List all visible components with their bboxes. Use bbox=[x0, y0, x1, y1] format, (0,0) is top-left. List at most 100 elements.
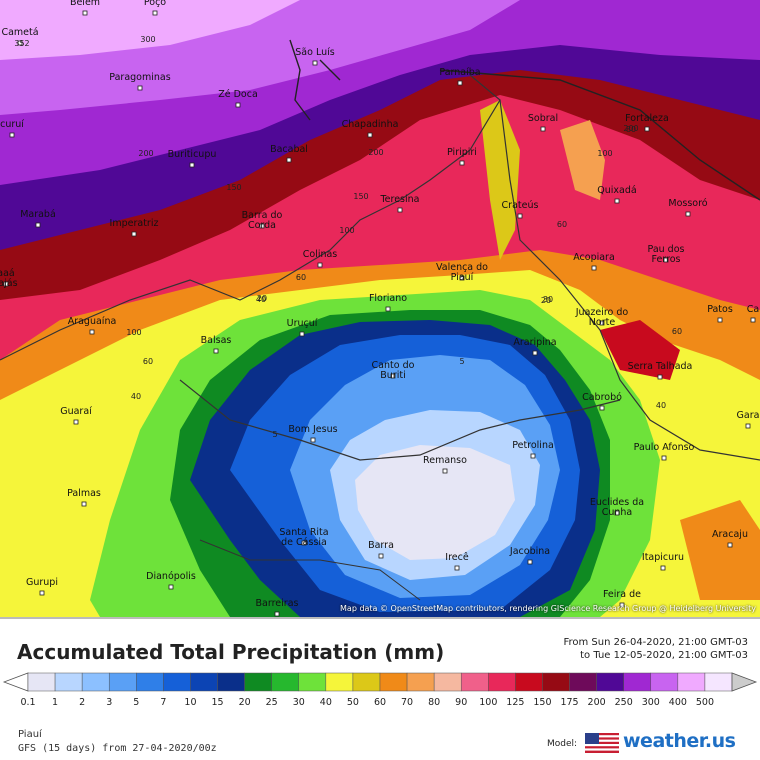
city-label: Araripina bbox=[513, 337, 556, 348]
contour-value-label: 150 bbox=[226, 183, 241, 192]
scale-swatch bbox=[190, 672, 218, 692]
scale-swatch bbox=[704, 672, 733, 692]
city-dot bbox=[274, 611, 280, 617]
contour-value-label: 60 bbox=[672, 327, 682, 336]
scale-below-arrow bbox=[2, 672, 29, 692]
city-label: Belém bbox=[70, 0, 100, 8]
city-label: Araguaína bbox=[68, 316, 117, 327]
city-marker: Aracaju bbox=[712, 529, 748, 548]
city-dot bbox=[81, 501, 87, 507]
city-label: Chapadinha bbox=[342, 119, 399, 130]
city-marker: Chapadinha bbox=[342, 119, 399, 138]
scale-above-arrow bbox=[731, 672, 758, 692]
city-label: Serra Talhada bbox=[628, 361, 693, 372]
city-dot bbox=[442, 468, 448, 474]
city-label: de Cássia bbox=[281, 537, 327, 548]
city-marker: Quixadá bbox=[597, 185, 637, 204]
city-dot bbox=[454, 565, 460, 571]
city-dot bbox=[317, 262, 323, 268]
city-dot bbox=[663, 257, 669, 263]
city-marker: Sobral bbox=[528, 113, 558, 132]
model-label: Model: bbox=[547, 739, 578, 749]
city-label: Balsas bbox=[201, 335, 232, 346]
city-label: Parnaíba bbox=[439, 67, 480, 78]
city-marker: Parnaíba bbox=[439, 67, 481, 86]
scale-tick-label: 100 bbox=[479, 697, 498, 708]
city-dot bbox=[367, 132, 373, 138]
precip-spot-crateus bbox=[480, 100, 520, 260]
period-end: to Tue 12-05-2020, 21:00 GMT-03 bbox=[580, 650, 748, 661]
contour-value-label: 100 bbox=[339, 226, 354, 235]
city-label: Barra bbox=[368, 540, 394, 551]
city-label: Mossoró bbox=[668, 198, 707, 209]
city-dot bbox=[286, 157, 292, 163]
city-marker: Teresina bbox=[379, 194, 420, 213]
city-label: Remanso bbox=[423, 455, 467, 466]
scale-tick-label: 30 bbox=[292, 697, 305, 708]
city-marker: Serra Talhada bbox=[628, 361, 693, 380]
city-dot bbox=[657, 374, 663, 380]
city-marker: Paragominas bbox=[109, 72, 171, 91]
city-marker: Cabrobó bbox=[582, 392, 622, 411]
city-label: Sobral bbox=[528, 113, 558, 124]
city-label: Feira de bbox=[603, 589, 641, 600]
city-dot bbox=[459, 275, 465, 281]
city-dot bbox=[591, 265, 597, 271]
scale-swatch bbox=[298, 672, 327, 692]
city-label: Imperatriz bbox=[110, 218, 159, 229]
city-label: rajás bbox=[0, 278, 18, 289]
us-flag-icon bbox=[585, 733, 619, 753]
precip-spot-serra-talhada bbox=[600, 320, 680, 380]
precip-band-0-1 bbox=[355, 445, 515, 560]
scale-swatch bbox=[650, 672, 679, 692]
contour-value-label: 20 bbox=[257, 294, 267, 303]
city-dot bbox=[530, 453, 536, 459]
contour-value-label: 200 bbox=[368, 148, 383, 157]
city-marker: Paulo Afonso bbox=[634, 442, 695, 461]
map-attribution: Map data © OpenStreetMap contributors, r… bbox=[340, 604, 756, 613]
city-label: Dianópolis bbox=[146, 571, 196, 582]
city-label: Santa Rita bbox=[279, 527, 328, 538]
city-label: Juazeiro do bbox=[575, 307, 629, 318]
city-marker: Zé Doca bbox=[218, 89, 258, 108]
scale-swatch bbox=[54, 672, 83, 692]
city-dot bbox=[540, 126, 546, 132]
scale-tick-label: 50 bbox=[346, 697, 359, 708]
city-dot bbox=[660, 565, 666, 571]
city-label: Uruçuí bbox=[287, 318, 318, 329]
city-marker: Guaraí bbox=[60, 406, 92, 425]
city-label: Jacobina bbox=[509, 546, 550, 557]
city-marker: Crateús bbox=[502, 200, 538, 219]
city-dot bbox=[527, 559, 533, 565]
city-dot bbox=[301, 540, 307, 546]
scale-tick-label: 250 bbox=[614, 697, 633, 708]
city-marker: Itapicuru bbox=[642, 552, 684, 571]
state-border-west bbox=[0, 74, 501, 361]
city-marker: Petrolina bbox=[512, 440, 554, 459]
city-dot bbox=[614, 510, 620, 516]
city-dot bbox=[235, 102, 241, 108]
city-label: Piripiri bbox=[447, 147, 477, 158]
city-dot bbox=[89, 329, 95, 335]
scale-swatch bbox=[677, 672, 706, 692]
city-dot bbox=[259, 223, 265, 229]
city-label: Poço bbox=[144, 0, 166, 8]
city-dot bbox=[310, 437, 316, 443]
precip-spot-quixada bbox=[560, 120, 605, 200]
city-label: curuí bbox=[0, 119, 24, 130]
city-marker: curuí bbox=[0, 119, 24, 138]
scale-tick-label: 60 bbox=[373, 697, 387, 708]
city-label: Gurupi bbox=[26, 577, 58, 588]
city-marker: Marabá bbox=[20, 209, 56, 228]
city-label: Canto do bbox=[372, 360, 415, 371]
city-marker: Feira de bbox=[603, 589, 641, 608]
city-dot bbox=[299, 331, 305, 337]
scale-swatch bbox=[406, 672, 435, 692]
city-label: Marabá bbox=[20, 209, 56, 220]
precipitation-map[interactable]: Belém Poço Cametá São Luís Paragominas Parnaí… bbox=[0, 0, 760, 617]
brand-logo[interactable]: weather.us bbox=[623, 730, 736, 752]
scale-swatch bbox=[379, 672, 408, 692]
contour-label-layer: 352 300 200 200 200 150 150 100 100 100 80 60 60 60 60… bbox=[14, 35, 682, 439]
city-dot bbox=[131, 231, 137, 237]
